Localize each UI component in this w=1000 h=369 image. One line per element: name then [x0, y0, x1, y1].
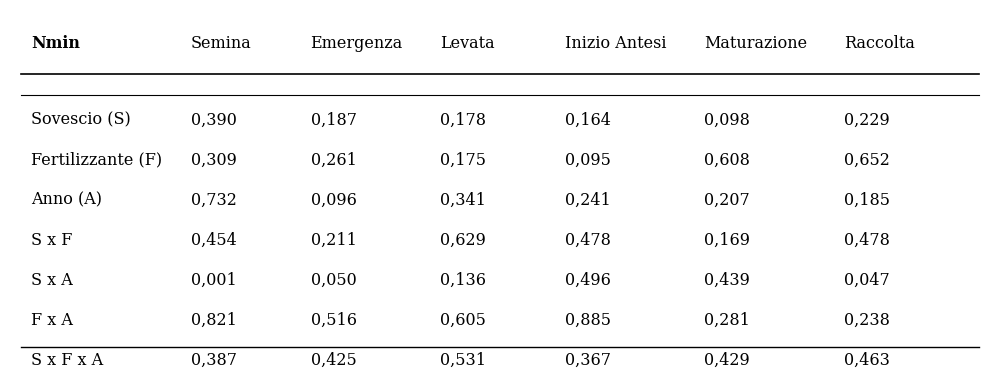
- Text: 0,439: 0,439: [704, 272, 750, 289]
- Text: Maturazione: Maturazione: [704, 35, 808, 52]
- Text: 0,454: 0,454: [191, 231, 237, 248]
- Text: 0,050: 0,050: [311, 272, 356, 289]
- Text: 0,178: 0,178: [440, 111, 486, 128]
- Text: 0,463: 0,463: [844, 352, 890, 369]
- Text: Emergenza: Emergenza: [311, 35, 403, 52]
- Text: 0,608: 0,608: [704, 152, 750, 169]
- Text: 0,429: 0,429: [704, 352, 750, 369]
- Text: 0,241: 0,241: [565, 192, 611, 208]
- Text: 0,652: 0,652: [844, 152, 890, 169]
- Text: Inizio Antesi: Inizio Antesi: [565, 35, 666, 52]
- Text: S x A: S x A: [31, 272, 73, 289]
- Text: 0,367: 0,367: [565, 352, 611, 369]
- Text: Levata: Levata: [440, 35, 495, 52]
- Text: Raccolta: Raccolta: [844, 35, 915, 52]
- Text: 0,261: 0,261: [311, 152, 356, 169]
- Text: 0,164: 0,164: [565, 111, 611, 128]
- Text: 0,281: 0,281: [704, 311, 750, 328]
- Text: Sovescio (S): Sovescio (S): [31, 111, 131, 128]
- Text: 0,629: 0,629: [440, 231, 486, 248]
- Text: 0,238: 0,238: [844, 311, 890, 328]
- Text: 0,387: 0,387: [191, 352, 237, 369]
- Text: 0,187: 0,187: [311, 111, 357, 128]
- Text: 0,098: 0,098: [704, 111, 750, 128]
- Text: 0,341: 0,341: [440, 192, 486, 208]
- Text: 0,425: 0,425: [311, 352, 356, 369]
- Text: 0,605: 0,605: [440, 311, 486, 328]
- Text: Anno (A): Anno (A): [31, 192, 102, 208]
- Text: 0,169: 0,169: [704, 231, 750, 248]
- Text: 0,309: 0,309: [191, 152, 237, 169]
- Text: 0,516: 0,516: [311, 311, 357, 328]
- Text: 0,821: 0,821: [191, 311, 237, 328]
- Text: 0,136: 0,136: [440, 272, 486, 289]
- Text: 0,185: 0,185: [844, 192, 890, 208]
- Text: 0,095: 0,095: [565, 152, 611, 169]
- Text: 0,229: 0,229: [844, 111, 890, 128]
- Text: 0,047: 0,047: [844, 272, 890, 289]
- Text: 0,478: 0,478: [844, 231, 890, 248]
- Text: S x F x A: S x F x A: [31, 352, 103, 369]
- Text: Nmin: Nmin: [31, 35, 80, 52]
- Text: 0,175: 0,175: [440, 152, 486, 169]
- Text: Semina: Semina: [191, 35, 252, 52]
- Text: S x F: S x F: [31, 231, 73, 248]
- Text: Fertilizzante (F): Fertilizzante (F): [31, 152, 162, 169]
- Text: 0,390: 0,390: [191, 111, 237, 128]
- Text: 0,096: 0,096: [311, 192, 356, 208]
- Text: 0,001: 0,001: [191, 272, 237, 289]
- Text: 0,885: 0,885: [565, 311, 611, 328]
- Text: 0,732: 0,732: [191, 192, 237, 208]
- Text: F x A: F x A: [31, 311, 73, 328]
- Text: 0,211: 0,211: [311, 231, 356, 248]
- Text: 0,478: 0,478: [565, 231, 611, 248]
- Text: 0,207: 0,207: [704, 192, 750, 208]
- Text: 0,531: 0,531: [440, 352, 486, 369]
- Text: 0,496: 0,496: [565, 272, 611, 289]
